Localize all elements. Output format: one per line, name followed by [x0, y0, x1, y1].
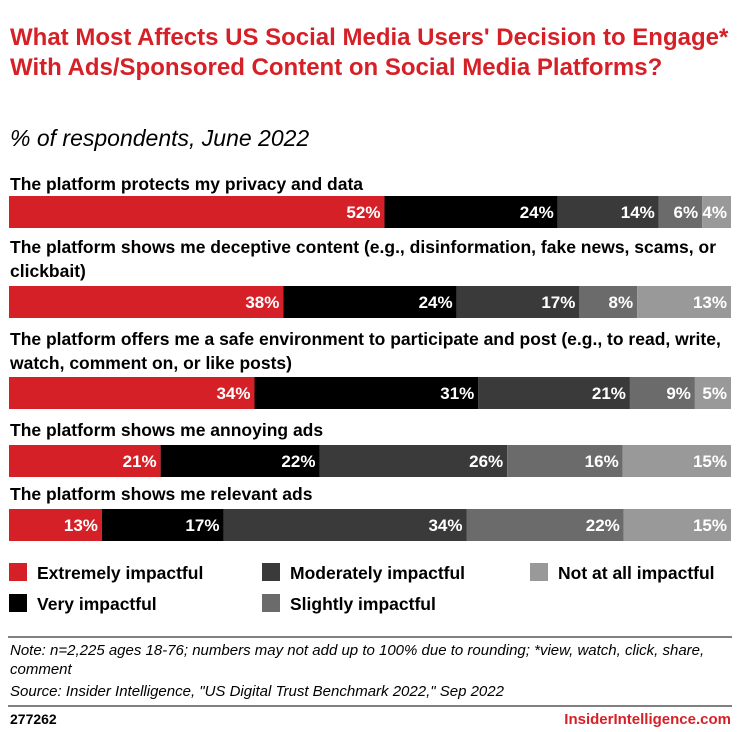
legend-swatch — [9, 563, 27, 581]
bar-segment — [629, 377, 695, 409]
bar-value-label: 21% — [592, 384, 626, 403]
bar-segment — [319, 445, 508, 477]
legend-swatch — [262, 594, 280, 612]
bar-segment — [254, 377, 479, 409]
bar-value-label: 34% — [428, 516, 462, 535]
bar-value-label: 13% — [64, 516, 98, 535]
bar-segment — [9, 509, 102, 541]
bar-segment — [637, 286, 731, 318]
bar-value-label: 8% — [609, 293, 634, 312]
bar-segment — [478, 377, 630, 409]
bar-value-label: 21% — [123, 452, 157, 471]
bar-segment — [579, 286, 638, 318]
bar-segment — [466, 509, 624, 541]
category-label: The platform offers me a safe environmen… — [9, 329, 721, 373]
bar-value-label: 14% — [621, 203, 655, 222]
bar-value-label: 16% — [585, 452, 619, 471]
bar-segment — [694, 377, 731, 409]
bar-segment — [223, 509, 467, 541]
bar-segment — [160, 445, 320, 477]
legend-label: Slightly impactful — [290, 594, 436, 614]
bar-value-label: 31% — [440, 384, 474, 403]
legend: Extremely impactful Very impactful Moderat… — [9, 563, 715, 614]
bar-segment — [623, 509, 731, 541]
category-label: The platform shows me deceptive content … — [10, 237, 716, 281]
legend-label: Not at all impactful — [558, 563, 715, 583]
bar-value-label: 4% — [702, 203, 727, 222]
bar-value-label: 17% — [185, 516, 219, 535]
bar-value-label: 6% — [674, 203, 699, 222]
bar-value-label: 22% — [586, 516, 620, 535]
category-label: The platform protects my privacy and dat… — [10, 174, 363, 194]
bars-group: The platform protects my privacy and dat… — [9, 174, 731, 541]
bar-value-label: 38% — [245, 293, 279, 312]
bar-segment — [9, 286, 284, 318]
bar-value-label: 15% — [693, 452, 727, 471]
category-label: The platform shows me annoying ads — [10, 420, 323, 440]
chart-subtitle: % of respondents, June 2022 — [10, 125, 309, 151]
bar-segment — [702, 196, 731, 228]
bar-segment — [9, 196, 385, 228]
bar-segment — [557, 196, 659, 228]
legend-label: Moderately impactful — [290, 563, 465, 583]
bar-value-label: 26% — [469, 452, 503, 471]
category-label: The platform shows me relevant ads — [10, 484, 313, 504]
chart-id: 277262 — [10, 711, 57, 727]
bar-segment — [283, 286, 457, 318]
bar-value-label: 5% — [702, 384, 727, 403]
bar-value-label: 24% — [419, 293, 453, 312]
legend-swatch — [9, 594, 27, 612]
bar-segment — [9, 445, 161, 477]
chart-title: What Most Affects US Social Media Users'… — [10, 24, 729, 81]
bar-value-label: 13% — [693, 293, 727, 312]
bar-value-label: 24% — [520, 203, 554, 222]
bar-segment — [9, 377, 255, 409]
bar-value-label: 17% — [541, 293, 575, 312]
bar-value-label: 22% — [281, 452, 315, 471]
bar-segment — [456, 286, 580, 318]
legend-swatch — [262, 563, 280, 581]
bar-value-label: 9% — [666, 384, 691, 403]
bar-segment — [658, 196, 703, 228]
footer-note: Note: n=2,225 ages 18-76; numbers may no… — [10, 642, 704, 678]
legend-label: Very impactful — [37, 594, 157, 614]
bar-value-label: 34% — [216, 384, 250, 403]
legend-swatch — [530, 563, 548, 581]
bar-segment — [101, 509, 224, 541]
bar-value-label: 15% — [693, 516, 727, 535]
footer-source: Source: Insider Intelligence, "US Digita… — [10, 683, 505, 700]
bar-value-label: 52% — [346, 203, 380, 222]
bar-segment — [507, 445, 623, 477]
brand-link[interactable]: InsiderIntelligence.com — [564, 711, 731, 728]
bar-segment — [622, 445, 731, 477]
bar-segment — [384, 196, 558, 228]
legend-label: Extremely impactful — [37, 563, 203, 583]
